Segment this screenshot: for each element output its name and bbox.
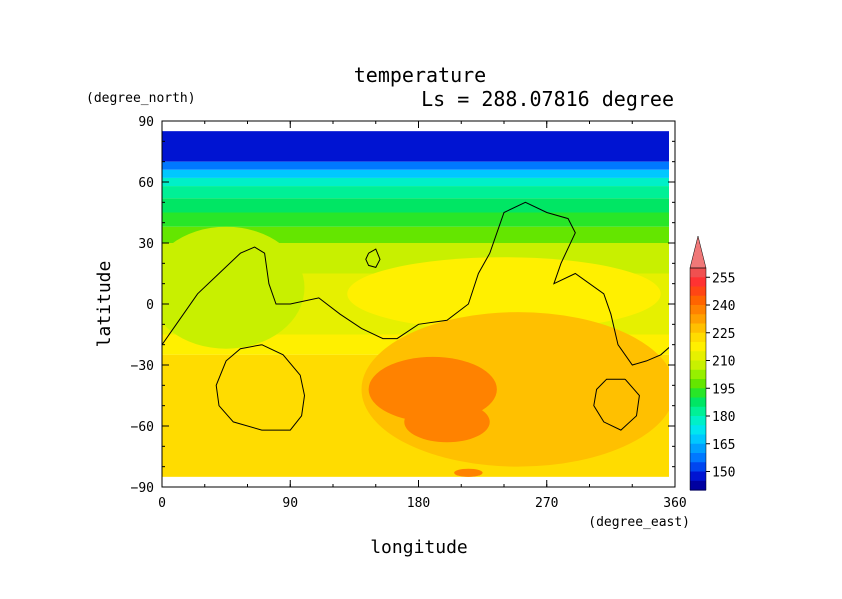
contour-line (593, 378, 640, 431)
x-tick-label: 360 (663, 496, 686, 511)
colorbar: 255 240 225 210 195 180 165 150 (689, 235, 735, 491)
colorbar-swatch (690, 453, 706, 463)
colorbar-swatch (690, 323, 706, 334)
colorbar-tick-label: 180 (712, 410, 735, 425)
x-tick-label: 90 (282, 496, 298, 511)
contour-lines (162, 201, 669, 431)
axes: 0 90 180 270 360 90 60 30 0 −30 −60 −90 (131, 115, 687, 511)
temperature-band (162, 212, 669, 227)
y-tick-label: 30 (138, 237, 154, 252)
temperature-band (162, 186, 669, 199)
colorbar-swatch (690, 397, 706, 408)
colorbar-tick-label: 225 (712, 327, 735, 342)
temperature-band (162, 131, 669, 162)
colorbar-tick-label: 240 (712, 299, 735, 314)
temperature-band (162, 161, 669, 170)
colorbar-swatch (690, 406, 706, 417)
y-tick-label: 0 (146, 298, 154, 313)
temperature-patch (454, 468, 483, 477)
colorbar-swatch (690, 295, 706, 306)
colorbar-swatch (690, 379, 706, 389)
y-tick-label: −60 (131, 420, 154, 435)
y-tick-label: 60 (138, 176, 154, 191)
y-tick-label: −90 (131, 481, 154, 496)
temperature-patch (162, 226, 305, 349)
colorbar-frame (689, 267, 707, 491)
colorbar-tick-label: 195 (712, 382, 735, 397)
temperature-band (162, 177, 669, 187)
colorbar-swatch (690, 369, 706, 380)
y-axis-label: latitude (94, 261, 115, 348)
temperature-patch (404, 401, 490, 443)
colorbar-tick-label: 210 (712, 355, 735, 370)
temperature-band (162, 226, 669, 243)
temperature-patch (347, 257, 661, 331)
chart-title: temperature (354, 63, 486, 87)
y-tick-label: 90 (138, 115, 154, 130)
temperature-band (162, 456, 669, 477)
x-tick-label: 270 (535, 496, 558, 511)
x-axis-label: longitude (370, 537, 468, 558)
colorbar-swatch (690, 480, 706, 491)
colorbar-swatch (690, 462, 706, 473)
chart-subtitle: Ls = 288.07816 degree (421, 87, 674, 111)
colorbar-swatch (690, 342, 706, 352)
colorbar-swatch (690, 360, 706, 371)
colorbar-swatch (690, 471, 706, 482)
colorbar-swatch (690, 314, 706, 325)
plot-area (162, 131, 669, 477)
contour-line (162, 201, 669, 366)
x-tick-label: 0 (158, 496, 166, 511)
colorbar-swatch (690, 434, 706, 445)
temperature-band (162, 198, 669, 213)
colorbar-swatch (690, 416, 706, 426)
x-tick-label: 180 (407, 496, 430, 511)
temperature-band (162, 169, 669, 178)
colorbar-overflow-arrow (689, 235, 707, 269)
colorbar-tick-label: 165 (712, 438, 735, 453)
colorbar-swatch (690, 277, 706, 288)
colorbar-swatch (690, 305, 706, 315)
colorbar-swatch (690, 443, 706, 454)
x-unit-label: (degree_east) (588, 515, 690, 530)
colorbar-tick-label: 255 (712, 271, 735, 286)
contour-line (365, 248, 381, 268)
colorbar-swatch (690, 332, 706, 343)
colorbar-tick-label: 150 (712, 466, 735, 481)
contour-line (215, 344, 306, 431)
colorbar-swatch (690, 268, 706, 278)
colorbar-swatch (690, 425, 706, 436)
colorbar-swatch (690, 388, 706, 399)
y-unit-label: (degree_north) (86, 91, 196, 106)
colorbar-swatch (690, 351, 706, 362)
colorbar-swatch (690, 286, 706, 297)
y-tick-label: −30 (131, 359, 154, 374)
